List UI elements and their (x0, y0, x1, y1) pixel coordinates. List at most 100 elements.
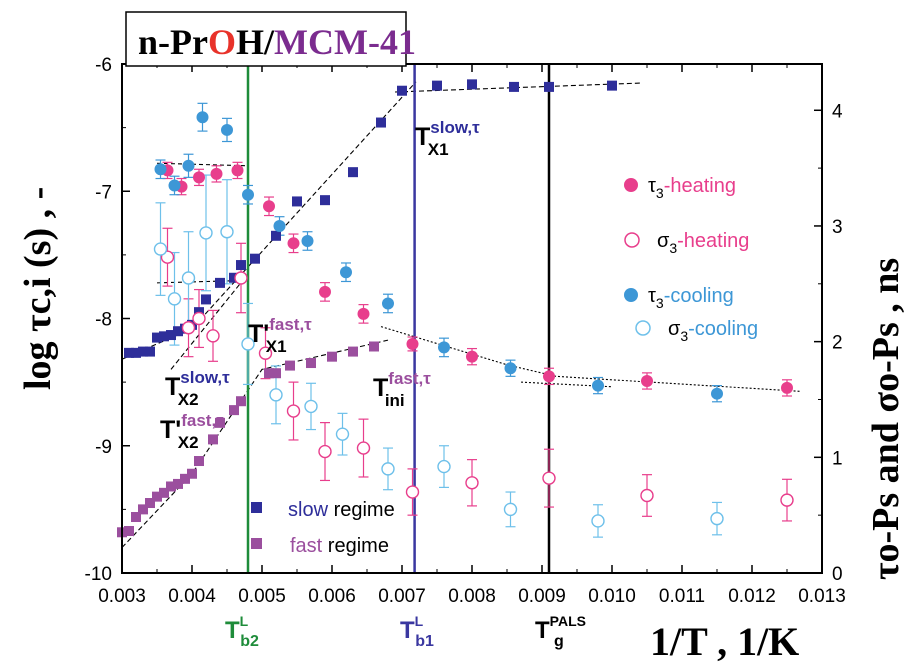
point-cooling-tau (196, 111, 209, 124)
point-slow (250, 253, 260, 264)
y-left-axis-title: log τc,i (s) , - (17, 187, 59, 390)
point-cooling_open-sigma (153, 242, 168, 256)
point-heating-tau (406, 337, 419, 350)
y-left-tick-label: -9 (95, 437, 112, 458)
point-heating-tau (319, 285, 331, 298)
x-tick-label: 0.005 (238, 586, 286, 607)
point-slow (271, 230, 281, 241)
y-right-tick-label: 3 (832, 217, 843, 238)
y-right-tick-label: 0 (832, 564, 843, 585)
point-heating-tau (210, 167, 223, 180)
legend-marker (624, 232, 640, 248)
heating-plateau-line (156, 162, 249, 167)
x-tick-label: 0.013 (798, 586, 846, 607)
annot-tini-fast: Tfast,τ ini (373, 369, 431, 410)
x-tick-label: 0.006 (308, 586, 356, 607)
vline-label: TL b1 (400, 613, 434, 650)
legend-marker (624, 288, 638, 302)
chart-title: n-PrOH/MCM-41 (138, 22, 416, 62)
sigma-plateau-line (156, 279, 249, 284)
point-fast (229, 405, 239, 416)
point-heating-sigma (405, 485, 420, 499)
annot-tx1-slow: Tslow,τ X1 (415, 118, 480, 159)
point-cooling-tau (301, 234, 314, 247)
legend-marker (624, 178, 638, 192)
point-slow (467, 79, 477, 90)
point-heating-tau (263, 200, 275, 213)
legend-slow-label: slow regime (288, 499, 395, 521)
point-slow (152, 332, 162, 343)
point-heating-tau (543, 370, 555, 383)
legend-label: σ3-heating (657, 230, 749, 256)
y-right-tick-label: 1 (832, 448, 843, 469)
point-heating-sigma (640, 488, 654, 503)
point-fast (236, 396, 246, 407)
point-slow (201, 294, 211, 305)
point-heating-tau (781, 381, 793, 394)
x-tick-label: 0.012 (728, 586, 776, 607)
point-heating-tau (357, 307, 370, 320)
point-cooling_open-sigma (220, 225, 234, 239)
point-heating-sigma (318, 444, 332, 459)
point-cooling-tau (711, 387, 723, 400)
point-slow (166, 330, 176, 341)
point-fast (187, 468, 197, 479)
point-cooling_open-sigma (591, 514, 605, 528)
vline-label: TPALS g (535, 613, 586, 650)
point-heating-sigma (780, 493, 794, 507)
point-cooling-tau (504, 362, 517, 375)
point-fast (138, 504, 148, 515)
point-fast (348, 346, 358, 357)
point-heating-sigma (542, 471, 556, 485)
point-slow (320, 195, 330, 206)
point-heating-tau (641, 374, 653, 387)
y-right-tick-label: 2 (832, 333, 843, 354)
point-cooling-tau (242, 188, 254, 201)
point-slow (376, 117, 386, 128)
y-right-axis-title: τo-Ps and σo-Ps , ns (865, 258, 907, 580)
point-cooling-tau (154, 163, 167, 176)
vline-label: TL b2 (225, 613, 259, 650)
title-box (125, 11, 407, 67)
point-slow (236, 260, 246, 271)
point-fast (159, 487, 169, 498)
x-tick-label: 0.009 (518, 586, 566, 607)
point-cooling_open-sigma (269, 388, 283, 402)
legend-label: τ3-cooling (648, 285, 734, 311)
point-slow (607, 80, 617, 91)
point-slow (215, 277, 225, 288)
x-tick-label: 0.010 (588, 586, 636, 607)
tau-trend-line-2 (520, 381, 613, 388)
point-fast (166, 481, 176, 492)
x-tick-label: 0.003 (98, 586, 146, 607)
point-slow (292, 196, 302, 207)
x-axis-title: 1/T , 1/K (650, 619, 799, 664)
point-slow (124, 347, 134, 358)
point-heating-sigma (356, 441, 371, 455)
point-cooling-tau (273, 219, 286, 232)
point-cooling_open-sigma (241, 337, 255, 351)
annot-tx2-fast: T'fast,τ X2 (160, 411, 224, 452)
point-cooling-tau (340, 266, 352, 279)
point-fast (369, 341, 379, 352)
fit-lines (121, 81, 802, 548)
point-slow (432, 80, 442, 91)
point-slow (229, 272, 239, 283)
point-cooling_open-sigma (437, 459, 451, 474)
point-fast (285, 360, 295, 371)
point-heating-sigma (192, 311, 206, 326)
legend-fast-label: fast regime (290, 535, 389, 557)
legend-marker (635, 320, 651, 336)
point-slow (509, 81, 519, 92)
point-slow (397, 85, 407, 96)
point-fast (131, 512, 141, 523)
point-slow (138, 346, 148, 357)
point-heating-sigma (206, 329, 220, 343)
point-fast (152, 491, 162, 502)
point-fast (173, 478, 183, 489)
point-heating-tau (466, 350, 478, 363)
point-slow (159, 331, 169, 342)
point-fast (327, 351, 337, 362)
point-cooling-tau (592, 379, 604, 392)
